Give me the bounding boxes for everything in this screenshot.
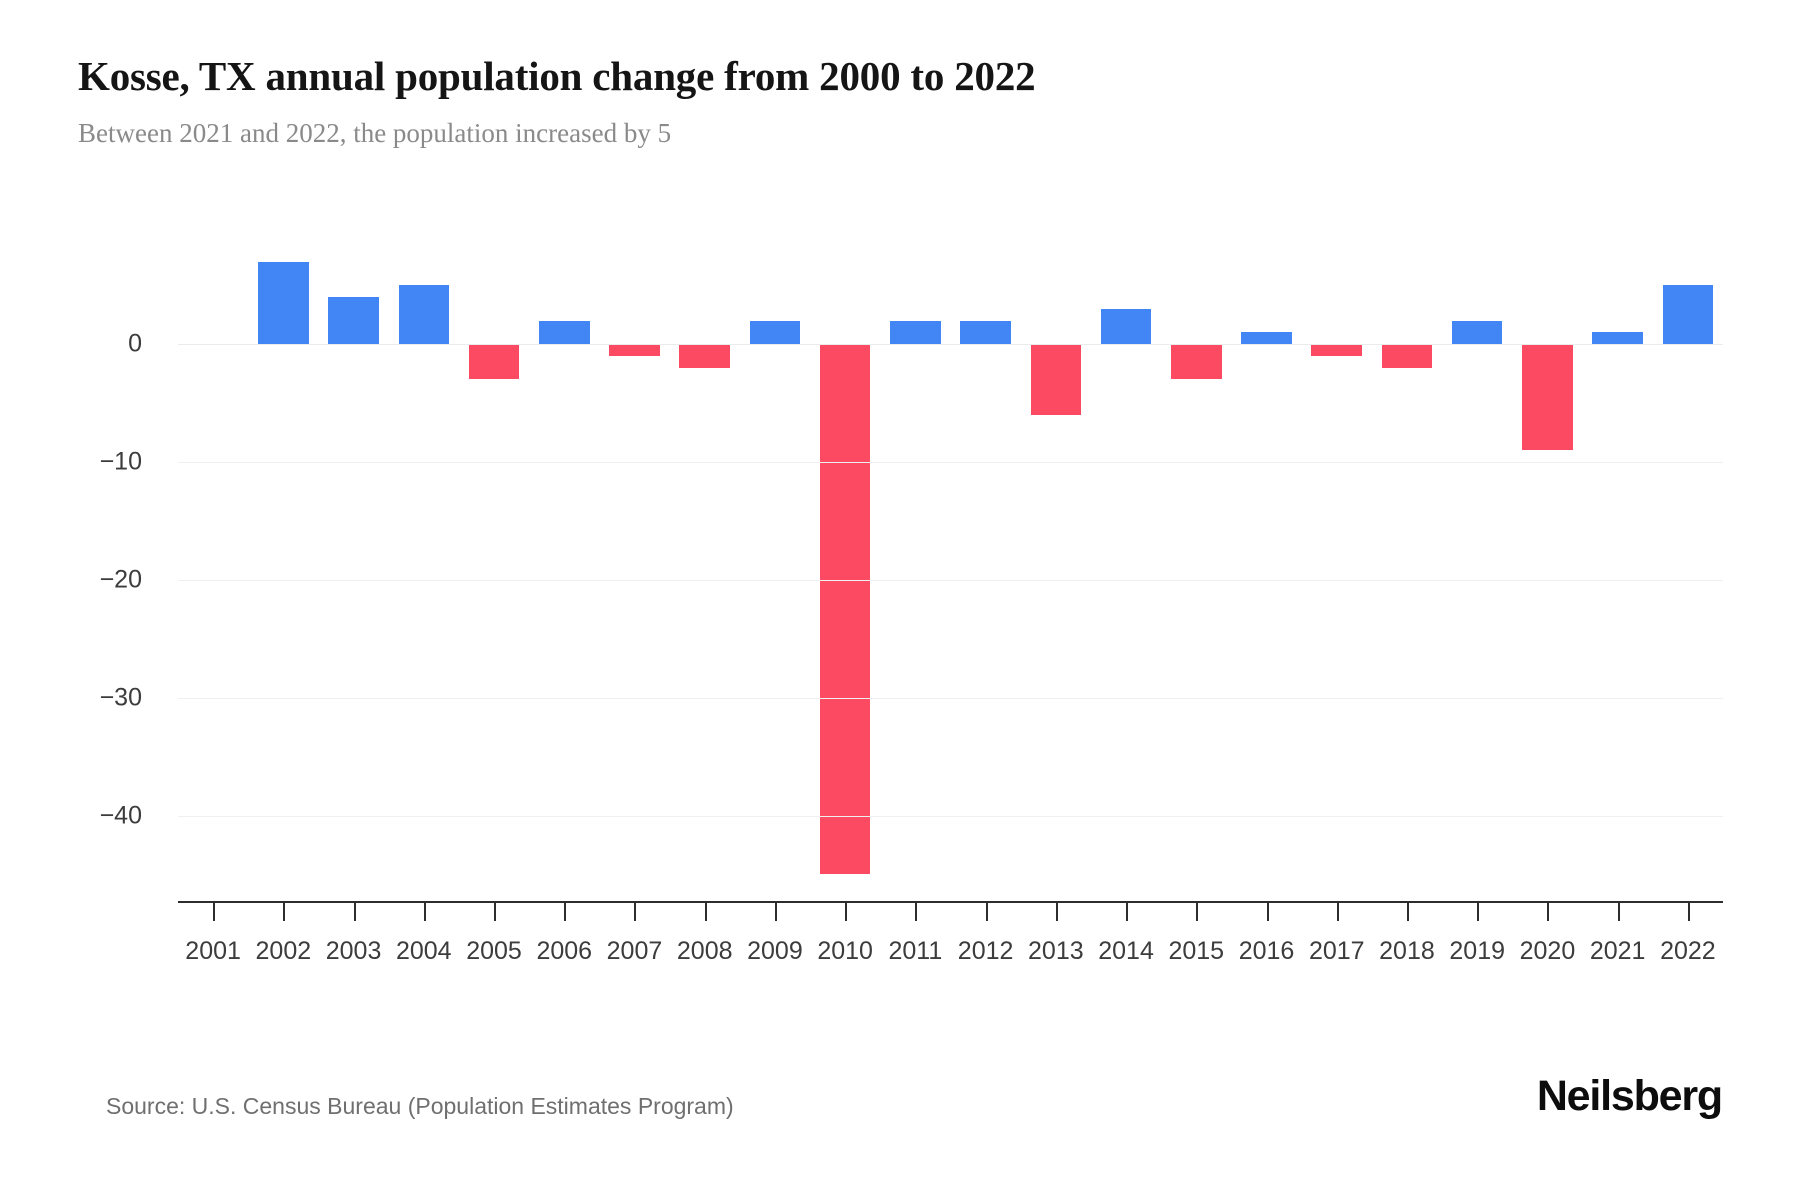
bar-2003[interactable] (328, 296, 379, 345)
x-axis-tick (353, 903, 356, 921)
x-axis-label-2008: 2008 (676, 937, 733, 965)
x-axis-tick (494, 903, 497, 921)
bar-2012[interactable] (960, 320, 1011, 345)
bar-2019[interactable] (1451, 320, 1503, 345)
bar-2010[interactable] (819, 344, 871, 875)
bar-2017[interactable] (1311, 344, 1363, 356)
x-axis-label-2019: 2019 (1449, 937, 1506, 965)
bar-2011[interactable] (890, 320, 941, 345)
bar-2020[interactable] (1522, 344, 1573, 451)
x-axis-tick (1406, 903, 1409, 921)
x-axis-label-2017: 2017 (1308, 937, 1365, 965)
gridline (178, 579, 1723, 581)
bars-layer (178, 238, 1723, 898)
bar-2015[interactable] (1171, 344, 1222, 380)
x-axis-label-2016: 2016 (1238, 937, 1295, 965)
x-axis-tick (423, 903, 426, 921)
x-axis-tick (564, 903, 567, 921)
x-axis-label-2011: 2011 (888, 937, 943, 965)
x-axis-label-2010: 2010 (817, 937, 873, 965)
x-axis-label-2005: 2005 (466, 937, 522, 965)
bar-2006[interactable] (538, 320, 590, 345)
x-axis-tick (845, 903, 848, 921)
bar-2009[interactable] (749, 320, 801, 345)
bar-2013[interactable] (1030, 344, 1082, 415)
gridline (178, 344, 1723, 346)
x-axis-label-2021: 2021 (1589, 937, 1646, 965)
x-axis-tick (1687, 903, 1690, 921)
x-axis-label-2015: 2015 (1168, 937, 1225, 965)
bar-2005[interactable] (468, 344, 520, 380)
x-axis-label-2014: 2014 (1098, 937, 1154, 965)
x-axis-tick (634, 903, 637, 921)
x-axis-label-2020: 2020 (1519, 937, 1576, 965)
x-axis-tick (1477, 903, 1480, 921)
x-axis-tick (774, 903, 777, 921)
x-axis-label-2004: 2004 (395, 937, 452, 965)
gridline (178, 697, 1723, 699)
x-axis-tick (283, 903, 286, 921)
bar-2018[interactable] (1381, 344, 1433, 368)
bar-2008[interactable] (679, 344, 730, 368)
x-axis-label-2013: 2013 (1028, 937, 1084, 965)
x-axis-tick (1547, 903, 1550, 921)
x-axis-label-2012: 2012 (957, 937, 1014, 965)
x-axis-line (178, 901, 1723, 903)
bar-2002[interactable] (258, 261, 309, 345)
x-axis-label-2006: 2006 (536, 937, 593, 965)
x-axis-tick (1196, 903, 1199, 921)
x-axis-tick (213, 903, 216, 921)
x-axis-tick (704, 903, 707, 921)
source-note: Source: U.S. Census Bureau (Population E… (106, 1093, 734, 1119)
bar-2007[interactable] (609, 344, 660, 356)
y-axis-tick-label: −30 (99, 683, 142, 712)
page-title: Kosse, TX annual population change from … (78, 53, 1036, 99)
x-axis-tick (915, 903, 918, 921)
x-axis-label-2003: 2003 (325, 937, 382, 965)
y-axis-tick-label: −20 (99, 565, 142, 594)
x-axis-tick (1617, 903, 1620, 921)
bar-2021[interactable] (1592, 332, 1643, 345)
x-axis-tick (1336, 903, 1339, 921)
x-axis-label-2018: 2018 (1379, 937, 1435, 965)
bar-2014[interactable] (1100, 308, 1152, 345)
bar-2022[interactable] (1662, 285, 1714, 345)
x-axis-tick (1266, 903, 1269, 921)
x-axis-tick (1126, 903, 1129, 921)
bar-2004[interactable] (398, 285, 450, 345)
gridline (178, 815, 1723, 817)
x-axis-label-2002: 2002 (255, 937, 312, 965)
plot-area (178, 238, 1723, 898)
gridline (178, 461, 1723, 463)
y-axis-tick-label: 0 (128, 329, 142, 358)
chart-subtitle: Between 2021 and 2022, the population in… (78, 118, 672, 148)
x-axis-label-2007: 2007 (606, 937, 663, 965)
brand-logo: Neilsberg (1536, 1072, 1723, 1120)
x-axis-tick (985, 903, 988, 921)
bar-2016[interactable] (1241, 332, 1292, 345)
x-axis-label-2001: 2001 (185, 937, 241, 965)
y-axis-tick-label: −40 (99, 801, 142, 829)
y-axis-tick-label: −10 (99, 447, 142, 476)
x-axis-tick (1055, 903, 1058, 921)
x-axis-label-2022: 2022 (1660, 937, 1716, 965)
x-axis-label-2009: 2009 (747, 937, 803, 965)
